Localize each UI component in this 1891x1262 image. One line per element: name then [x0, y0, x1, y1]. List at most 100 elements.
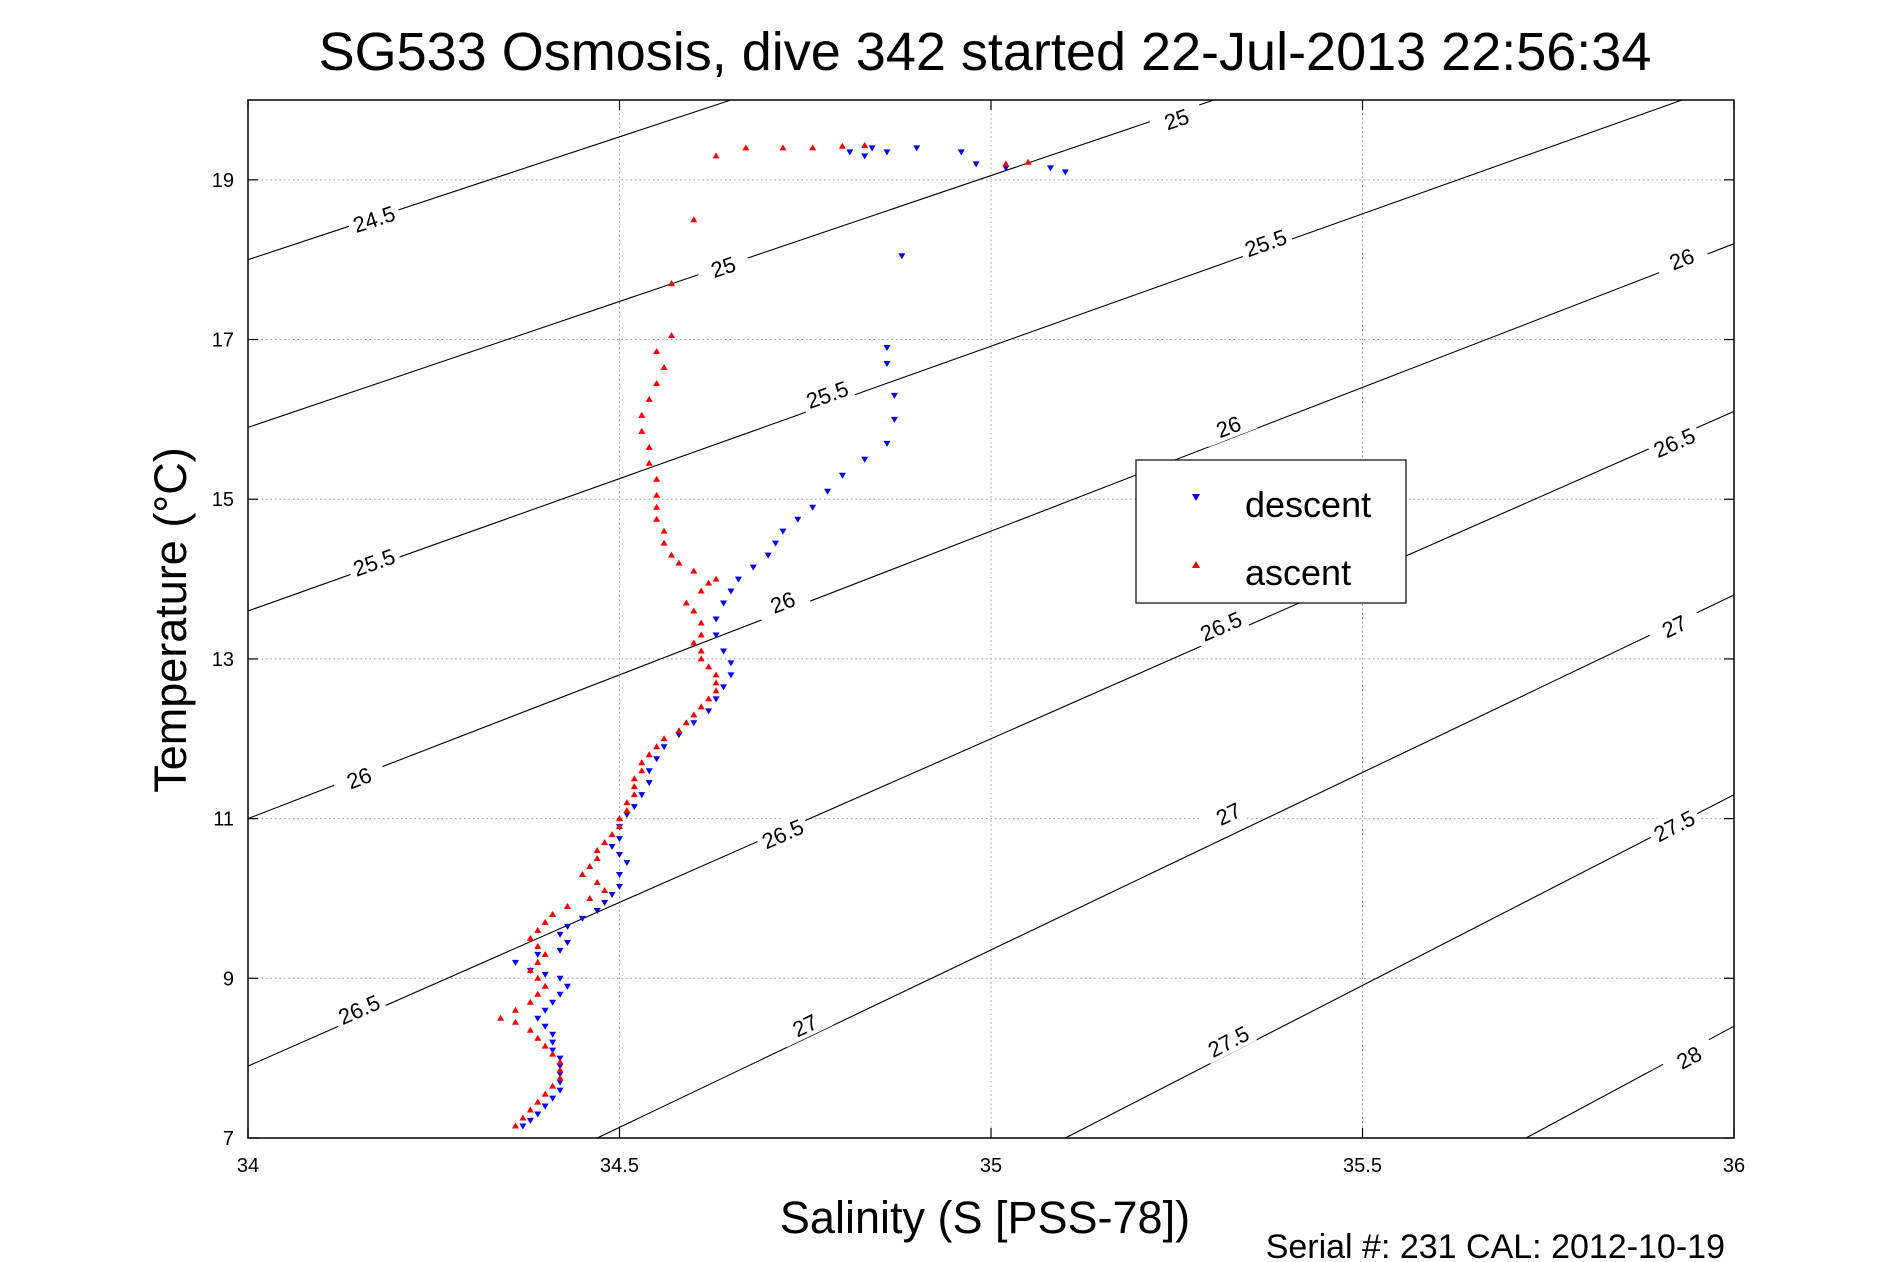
contour-label-bg	[344, 540, 403, 583]
ascent-point	[705, 695, 713, 702]
contour-label-bg	[694, 245, 752, 287]
descent-point	[868, 145, 876, 152]
ascent-point	[645, 443, 653, 450]
ascent-point	[511, 1006, 519, 1013]
ascent-point	[682, 719, 690, 726]
descent-point	[556, 975, 564, 982]
ascent-point	[705, 579, 713, 586]
descent-point	[809, 504, 817, 511]
ascent-point	[690, 639, 698, 646]
contour-label-bg	[1147, 97, 1205, 139]
descent-point	[541, 1023, 549, 1030]
ascent-point	[586, 863, 594, 870]
ascent-point	[660, 539, 668, 546]
ascent-point	[630, 783, 638, 790]
ascent-point	[690, 567, 698, 574]
contour-label-bg	[753, 579, 812, 623]
contour-label-bg	[1199, 404, 1258, 448]
ascent-point	[534, 1034, 542, 1041]
y-tick-label: 11	[213, 809, 234, 831]
descent-point	[534, 1111, 542, 1118]
ascent-point	[712, 575, 720, 582]
contour-line-27.5	[1065, 794, 1735, 1139]
contour-line-27	[596, 594, 1735, 1139]
ascent-point	[653, 515, 661, 522]
contour-label-bg	[1644, 801, 1703, 849]
ascent-point	[645, 395, 653, 402]
ascent-point	[541, 1042, 549, 1049]
ascent-point	[660, 363, 668, 370]
grid	[248, 100, 1734, 1138]
descent-point	[1061, 169, 1069, 176]
ascent-point	[630, 775, 638, 782]
descent-point	[720, 684, 728, 691]
ascent-point	[779, 144, 787, 151]
descent-point	[630, 804, 638, 811]
descent-point	[616, 883, 623, 890]
ascent-point	[511, 1018, 519, 1025]
ascent-point	[682, 599, 690, 606]
descent-point	[675, 732, 683, 739]
ascent-point	[526, 998, 534, 1005]
descent-point	[563, 983, 571, 990]
contour-label-bg	[753, 810, 812, 856]
ascent-point	[697, 655, 705, 662]
descent-point	[712, 632, 720, 639]
descent-point	[660, 744, 668, 751]
descent-point	[549, 999, 557, 1006]
ascent-point	[497, 1014, 505, 1021]
ascent-point	[593, 855, 601, 862]
descent-point	[645, 780, 653, 787]
ascent-point	[623, 799, 631, 806]
ascent-point	[593, 847, 601, 854]
contour-label-bg	[1236, 220, 1295, 263]
descent-point	[890, 392, 898, 399]
descent-point	[727, 660, 735, 667]
ascent-point	[690, 216, 698, 223]
ascent-point	[653, 475, 661, 482]
descent-point	[972, 161, 980, 168]
ascent-point	[653, 348, 661, 355]
contour-label-bg	[1644, 419, 1703, 464]
y-tick-label: 19	[212, 170, 234, 192]
ascent-point	[712, 679, 720, 686]
ascent-point	[601, 886, 609, 893]
contour-label-bg	[1659, 1032, 1718, 1081]
ascent-point	[541, 982, 549, 989]
ascent-point	[623, 807, 631, 814]
descent-point	[519, 1123, 527, 1130]
contour-label-bg	[1644, 602, 1703, 649]
descent-point	[913, 145, 921, 152]
ascent-point	[563, 902, 571, 909]
ascent-point	[534, 990, 542, 997]
descent-point	[541, 1007, 549, 1014]
ascent-point	[549, 1082, 557, 1089]
ascent-point	[638, 411, 646, 418]
ascent-point	[1024, 158, 1032, 165]
ascent-point	[601, 839, 609, 846]
ascent-point	[660, 735, 668, 742]
legend-entry-ascent: ascent	[1245, 552, 1351, 593]
descent-point	[556, 931, 564, 938]
descent-point	[772, 540, 780, 547]
descent-point	[838, 472, 846, 479]
descent-point	[511, 959, 519, 966]
descent-point	[623, 812, 631, 819]
ascent-point	[556, 1066, 564, 1073]
y-tick-label: 7	[223, 1128, 234, 1150]
descent-point	[541, 1103, 549, 1110]
contour-label-bg	[344, 197, 403, 239]
x-tick-label: 34	[237, 1155, 259, 1177]
descent-point	[601, 899, 609, 906]
ascent-point	[690, 711, 698, 718]
ascent-point	[712, 152, 720, 159]
y-tick-label: 15	[212, 489, 234, 511]
ascent-point	[668, 280, 676, 287]
descent-point	[534, 951, 542, 958]
descent-point	[563, 939, 571, 946]
ascent-point	[638, 767, 646, 774]
contour-line-24.5	[247, 99, 732, 261]
ascent-point	[556, 1074, 564, 1081]
ascent-point	[645, 751, 653, 758]
